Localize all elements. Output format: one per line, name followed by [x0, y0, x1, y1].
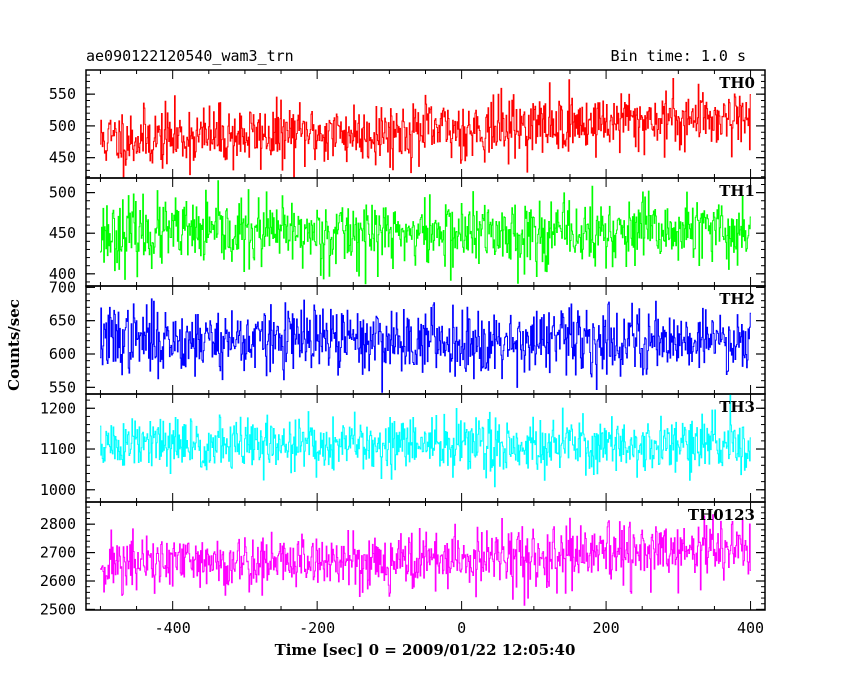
y-tick-label: 550 [49, 378, 76, 396]
panel-th3: 1000 1100 1200 TH3 [40, 393, 766, 503]
y-tick-label: 1200 [40, 399, 76, 417]
series-line-th1 [100, 180, 751, 285]
bin-time-label: Bin time: 1.0 s [611, 47, 746, 65]
y-tick-label: 550 [49, 85, 76, 103]
series-line-th2 [100, 298, 751, 393]
y-tick-label: 500 [49, 184, 76, 202]
y-tick-label: 2500 [40, 600, 76, 618]
y-tick-label: 2600 [40, 572, 76, 590]
y-tick-label: 700 [49, 278, 76, 296]
x-tick-label: -200 [299, 619, 335, 637]
y-tick-label: 600 [49, 345, 76, 363]
x-tick-label: 400 [737, 619, 764, 637]
y-tick-label: 2700 [40, 544, 76, 562]
y-tick-label: 2800 [40, 515, 76, 533]
panel-th0123: 2500 2600 2700 2800 TH0123 [40, 501, 766, 618]
y-tick-label: 500 [49, 117, 76, 135]
panel-th1: 400 450 500 TH1 [49, 177, 766, 287]
panel-th0: 450 500 550 TH0 [49, 69, 766, 179]
x-tick-label: 200 [593, 619, 620, 637]
x-tick-label: 0 [457, 619, 466, 637]
panel-label: TH0123 [688, 506, 755, 524]
panels-group: 450 500 550 TH0 400 450 500 TH1 550 600 650 700 TH2 1… [40, 69, 766, 618]
y-tick-label: 1100 [40, 440, 76, 458]
y-tick-label: 450 [49, 149, 76, 167]
figure-title: ae090122120540_wam3_trn [86, 47, 294, 65]
panel-label: TH0 [719, 74, 755, 92]
series-line-th3 [100, 394, 751, 488]
y-tick-label: 400 [49, 265, 76, 283]
panel-label: TH1 [719, 182, 755, 200]
panel-th2: 550 600 650 700 TH2 [49, 278, 766, 396]
series-line-th0123 [100, 514, 751, 606]
y-tick-label: 1000 [40, 481, 76, 499]
y-axis-label: Counts/sec [5, 299, 23, 391]
panel-label: TH3 [719, 398, 755, 416]
series-line-th0 [100, 78, 751, 178]
y-tick-label: 450 [49, 224, 76, 242]
panel-label: TH2 [719, 290, 755, 308]
x-tick-label: -400 [155, 619, 191, 637]
y-tick-label: 650 [49, 312, 76, 330]
x-axis-label: Time [sec] 0 = 2009/01/22 12:05:40 [275, 641, 576, 659]
x-axis: -400 -200 0 200 400 [155, 619, 764, 637]
